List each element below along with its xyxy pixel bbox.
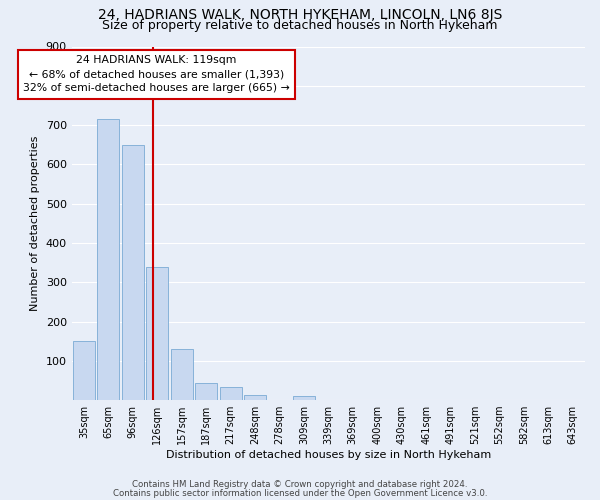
Bar [220,387,242,400]
Bar [195,383,217,400]
Bar [122,144,144,400]
X-axis label: Distribution of detached houses by size in North Hykeham: Distribution of detached houses by size … [166,450,491,460]
Text: 24 HADRIANS WALK: 119sqm
← 68% of detached houses are smaller (1,393)
32% of sem: 24 HADRIANS WALK: 119sqm ← 68% of detach… [23,56,290,94]
Text: 24, HADRIANS WALK, NORTH HYKEHAM, LINCOLN, LN6 8JS: 24, HADRIANS WALK, NORTH HYKEHAM, LINCOL… [98,8,502,22]
Text: Size of property relative to detached houses in North Hykeham: Size of property relative to detached ho… [102,19,498,32]
Bar [97,119,119,400]
Bar [244,395,266,400]
Text: Contains HM Land Registry data © Crown copyright and database right 2024.: Contains HM Land Registry data © Crown c… [132,480,468,489]
Bar [73,341,95,400]
Text: Contains public sector information licensed under the Open Government Licence v3: Contains public sector information licen… [113,488,487,498]
Y-axis label: Number of detached properties: Number of detached properties [30,136,40,311]
Bar [293,396,315,400]
Bar [170,349,193,400]
Bar [146,266,168,400]
